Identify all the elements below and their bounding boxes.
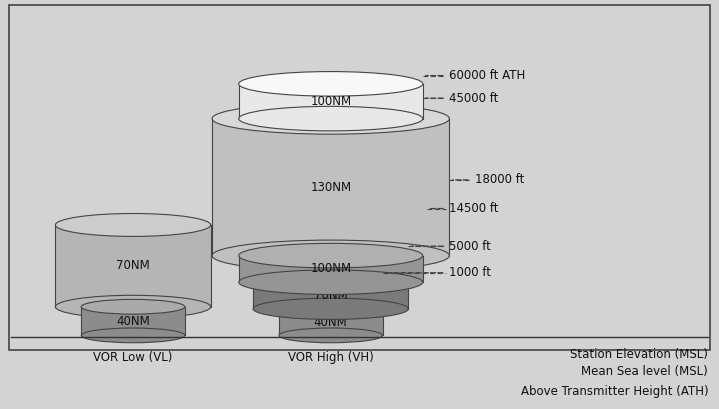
Text: 40NM: 40NM: [116, 315, 150, 328]
Text: 100NM: 100NM: [310, 95, 352, 108]
Ellipse shape: [253, 272, 408, 293]
Bar: [55, 225, 211, 307]
Text: 18000 ft: 18000 ft: [475, 173, 524, 187]
Text: 70NM: 70NM: [314, 289, 347, 302]
Bar: [253, 282, 408, 309]
Ellipse shape: [239, 243, 423, 268]
Ellipse shape: [279, 301, 383, 316]
Ellipse shape: [55, 295, 211, 318]
Bar: [212, 119, 449, 256]
Text: 45000 ft: 45000 ft: [449, 92, 499, 105]
Text: 1000 ft: 1000 ft: [449, 266, 491, 279]
Text: 130NM: 130NM: [310, 181, 352, 193]
Text: 5000 ft: 5000 ft: [449, 240, 491, 253]
Text: 70NM: 70NM: [116, 259, 150, 272]
Ellipse shape: [239, 106, 423, 131]
Ellipse shape: [212, 240, 449, 271]
Bar: [279, 309, 383, 335]
Text: VOR Low (VL): VOR Low (VL): [93, 351, 173, 364]
Bar: [239, 256, 423, 282]
Text: 14500 ft: 14500 ft: [449, 202, 499, 215]
Text: VOR High (VH): VOR High (VH): [288, 351, 374, 364]
Text: Station Elevation (MSL): Station Elevation (MSL): [570, 348, 708, 362]
Ellipse shape: [279, 328, 383, 343]
Text: 60000 ft ATH: 60000 ft ATH: [449, 69, 526, 82]
Bar: [81, 307, 185, 335]
Text: 100NM: 100NM: [310, 263, 352, 275]
Ellipse shape: [81, 328, 185, 343]
Text: Above Transmitter Height (ATH): Above Transmitter Height (ATH): [521, 385, 708, 398]
Ellipse shape: [239, 72, 423, 96]
Ellipse shape: [81, 299, 185, 314]
Text: 40NM: 40NM: [314, 316, 347, 328]
Bar: [239, 84, 423, 119]
Bar: [9, 5, 710, 350]
Text: Mean Sea level (MSL): Mean Sea level (MSL): [582, 365, 708, 378]
Ellipse shape: [212, 103, 449, 134]
Ellipse shape: [55, 213, 211, 236]
Ellipse shape: [239, 270, 423, 294]
Ellipse shape: [253, 298, 408, 319]
